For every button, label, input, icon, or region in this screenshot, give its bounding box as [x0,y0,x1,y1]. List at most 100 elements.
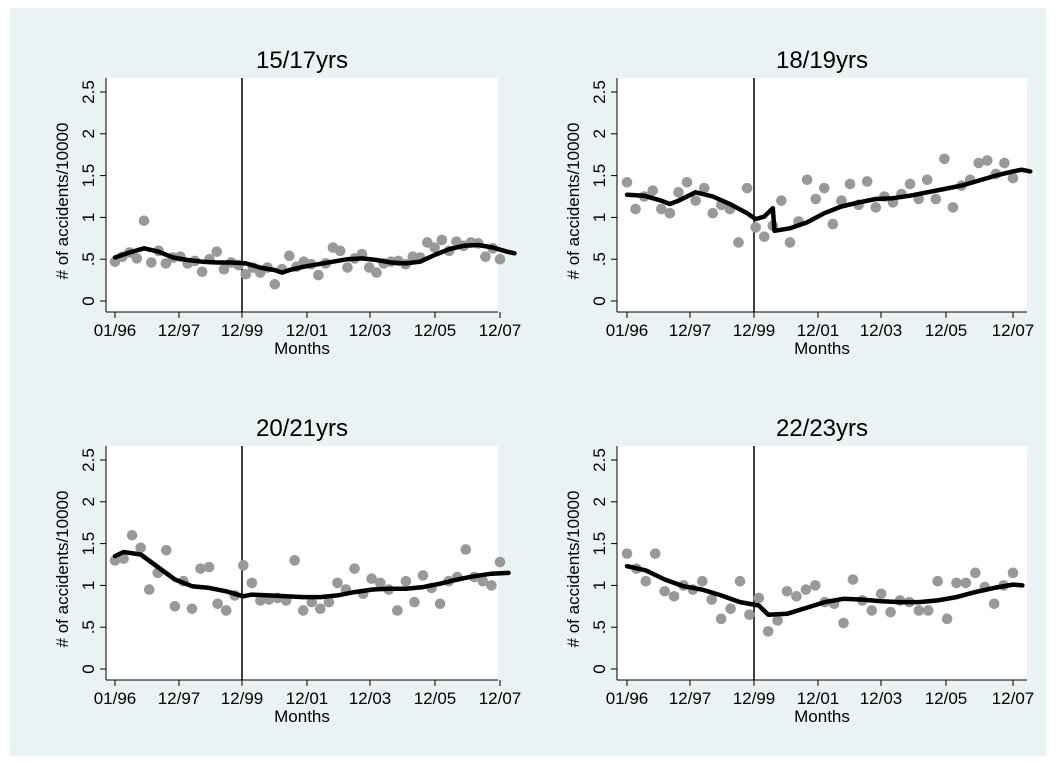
data-point [460,544,472,555]
data-point [668,590,680,602]
data-point [939,153,950,165]
data-point [827,218,839,230]
panel-4: 22/23yrs 0 .5 1 1.5 2 2.5 # of accidents/10000 0… [564,415,1034,726]
y-tick-label: .5 [79,620,98,634]
data-point [480,251,491,262]
data-point [494,253,506,265]
data-point [885,606,896,618]
y-tick-label: 2 [590,129,609,138]
y-tick-label: 2 [79,497,98,506]
y-tick-label: 2.5 [590,80,609,104]
data-point [649,548,661,559]
data-point [776,195,787,206]
data-point [809,580,821,591]
x-tick-label: 12/97 [158,321,201,340]
data-point [960,577,972,589]
data-point [847,574,859,585]
x-tick-label: 12/97 [669,689,712,708]
x-tick-label: 12/05 [925,689,968,708]
x-tick-label: 12/03 [860,689,903,708]
data-point [436,234,448,246]
data-point [758,231,770,242]
data-point [981,155,993,166]
y-tick-label: 0 [590,296,609,305]
data-point [400,575,412,587]
data-point [218,263,230,275]
y-axis-title: # of accidents/10000 [564,491,583,648]
x-tick-label: 12/01 [797,321,840,340]
y-tick-label: 2 [79,129,98,138]
y-tick-label: 1.5 [79,532,98,556]
data-point [417,570,429,581]
x-tick-label: 12/07 [992,321,1035,340]
data-point [921,174,933,186]
data-point [220,605,232,616]
x-tick-label: 12/03 [860,321,903,340]
x-tick-label: 12/01 [286,321,329,340]
data-point [486,580,497,591]
panel-title: 20/21yrs [256,415,348,442]
data-point [970,567,981,579]
data-point [255,595,266,606]
data-point [371,267,382,278]
data-point [973,157,984,169]
data-point [725,603,736,615]
smooth-line [112,242,517,275]
y-tick-label: 1 [79,581,98,590]
data-point [870,202,882,213]
data-point [240,268,252,280]
x-tick-label: 12/05 [925,321,968,340]
data-point [818,182,830,194]
data-point [930,193,942,205]
data-point [697,575,708,587]
data-point [741,182,753,194]
data-point [477,575,489,587]
panel-1: 15/17yrs 0 .5 1 1.5 2 2.5 # of accidents/10000 0… [53,47,521,358]
data-point [781,585,793,597]
data-point [284,250,295,262]
data-point [904,178,916,190]
data-point [951,577,962,589]
data-point [698,182,710,194]
smooth-line [624,167,1033,234]
data-point [269,278,281,290]
x-tick-label: 12/05 [414,689,457,708]
data-point [753,592,765,604]
y-tick-label: 0 [79,296,98,305]
x-tick-label: 12/07 [479,321,522,340]
data-point [621,548,633,559]
data-point [135,542,146,554]
x-tick-label: 12/99 [733,689,776,708]
x-axis-title: Months [794,707,850,726]
data-point [800,584,812,595]
data-point [659,585,670,597]
data-point [838,617,849,629]
data-point [342,262,353,273]
plot-area [106,78,498,312]
data-point [409,596,420,608]
data-point [366,573,377,585]
data-point [203,561,215,573]
x-tick-label: 12/03 [349,689,392,708]
data-point [212,598,223,610]
x-tick-label: 12/01 [286,689,329,708]
y-tick-label: 2.5 [79,448,98,472]
data-point [999,157,1010,169]
panel-title: 18/19yrs [776,47,868,74]
y-tick-label: .5 [79,252,98,266]
data-point [836,195,847,206]
x-axis-title: Months [274,707,330,726]
data-point [673,187,684,198]
data-point [238,560,249,571]
data-point [733,237,744,248]
data-point [844,178,856,190]
data-point [289,555,300,566]
smooth-line [112,549,511,600]
x-tick-label: 01/96 [94,321,137,340]
smooth-line [624,563,1025,617]
data-point [374,577,386,589]
x-tick-label: 12/07 [479,689,522,708]
data-point [196,266,208,278]
